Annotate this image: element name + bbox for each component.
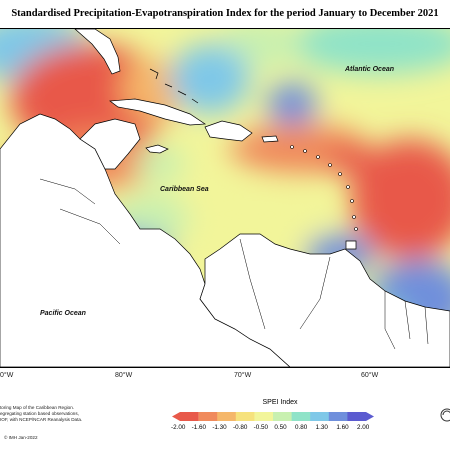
legend-swatch [198, 412, 218, 421]
cuba [109, 98, 207, 126]
map-credits: toring Map of the Caribbean Region. egre… [0, 405, 120, 423]
spei-map: Atlantic Ocean Caribbean Sea Pacific Oce… [0, 28, 450, 368]
institute-logo [440, 408, 450, 422]
credit-line: egregating station based observations, [0, 411, 79, 416]
florida [74, 29, 121, 75]
pacific-ocean-label: Pacific Ocean [40, 310, 86, 317]
legend-tick-label: 0.50 [274, 424, 287, 431]
map-canvas: Atlantic Ocean Caribbean Sea Pacific Oce… [0, 29, 450, 367]
copyright-text: © IMH Jan-2022 [4, 435, 38, 440]
lesser-antilles [290, 145, 358, 231]
trinidad [345, 240, 357, 250]
legend-tick-label: -1.30 [212, 424, 227, 431]
legend-colorbar [172, 412, 374, 421]
credit-line: toring Map of the Caribbean Region. [0, 405, 75, 410]
legend-tick-label: -1.60 [191, 424, 207, 431]
legend-swatch [172, 412, 199, 421]
legend-swatch [291, 412, 311, 421]
hispaniola [204, 120, 253, 142]
legend-tick-label: 2.00 [357, 424, 370, 431]
lon-label: 0°W [0, 372, 14, 379]
puerto-rico [261, 135, 279, 143]
legend-tick-label: -0.50 [253, 424, 269, 431]
legend-swatch [254, 412, 274, 421]
jamaica [145, 144, 169, 154]
atlantic-ocean-label: Atlantic Ocean [344, 66, 394, 73]
legend-swatch [217, 412, 237, 421]
legend-tick-label: -2.00 [171, 424, 186, 431]
legend-tick-label: 1.60 [336, 424, 349, 431]
legend-swatch [310, 412, 330, 421]
legend-swatch [347, 412, 374, 421]
land-masses [0, 29, 450, 367]
map-title: Standardised Precipitation-Evapotranspir… [11, 8, 439, 19]
bahamas [149, 68, 199, 104]
legend-ticks: -2.00 -1.60 -1.30 -0.80 -0.50 0.50 0.80 1.30 1.6… [0, 424, 450, 434]
lon-label: 60°W [361, 372, 379, 379]
caribbean-sea-label: Caribbean Sea [160, 186, 209, 193]
credit-line: IOF, with NCEP/NCAR Reanalysis Data. [0, 417, 83, 422]
legend-swatch [273, 412, 292, 421]
legend-tick-label: -0.80 [233, 424, 248, 431]
lon-label: 80°W [115, 372, 133, 379]
country-borders [39, 178, 429, 350]
legend-title: SPEI Index [262, 399, 298, 406]
yucatan [79, 118, 141, 170]
legend-tick-label: 1.30 [315, 424, 328, 431]
legend-swatch [328, 412, 348, 421]
lon-label: 70°W [234, 372, 252, 379]
legend-tick-label: 0.80 [295, 424, 308, 431]
legend-swatch [235, 412, 255, 421]
